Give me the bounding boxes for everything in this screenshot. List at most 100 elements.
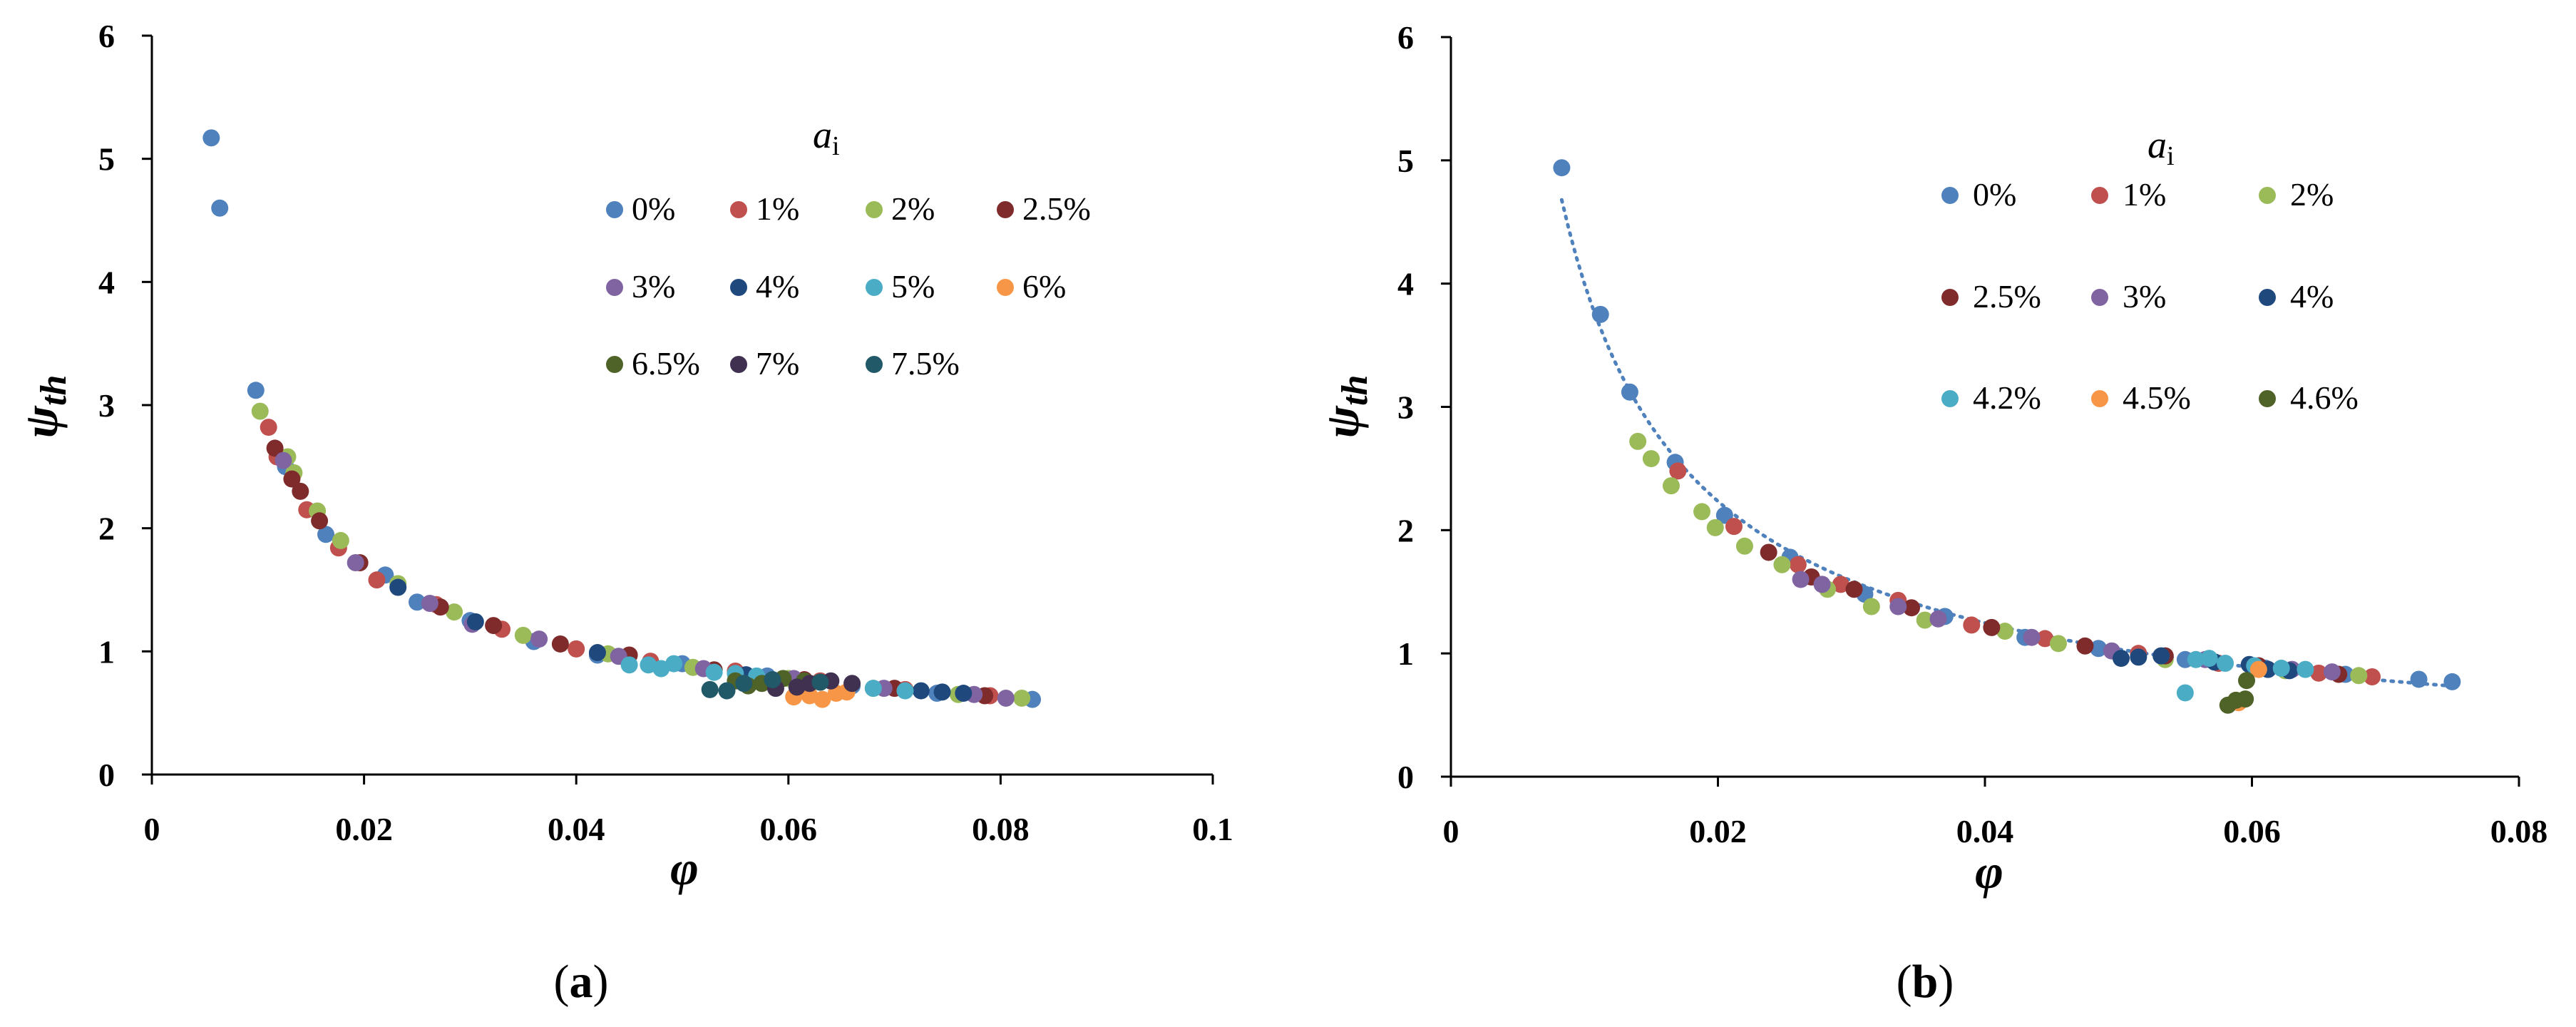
- x-tick-label: 0.06: [2223, 813, 2281, 849]
- data-point: [266, 439, 284, 457]
- data-point: [2350, 667, 2368, 685]
- data-point: [1792, 571, 1810, 588]
- data-point: [1862, 598, 1880, 615]
- x-tick-label: 0.06: [760, 811, 818, 847]
- data-point: [2049, 635, 2067, 653]
- data-point: [1591, 305, 1609, 323]
- y-tick-label: 1: [1397, 635, 1414, 672]
- data-point: [2152, 647, 2170, 665]
- y-ticks: 0 1 2 3 4 5 6: [1397, 19, 1451, 795]
- data-point: [530, 630, 548, 648]
- data-point: [588, 644, 606, 662]
- y-tick-label: 1: [98, 633, 115, 670]
- panel-label-b: (b): [1897, 956, 1954, 1008]
- x-tick-label: 0.08: [972, 811, 1030, 847]
- data-point: [2112, 650, 2130, 668]
- data-point: [1693, 503, 1711, 521]
- y-tick-label: 3: [98, 387, 115, 424]
- x-ticks: 0 0.02 0.04 0.06 0.08 0.1: [144, 775, 1233, 847]
- y-tick-label: 6: [1397, 19, 1414, 56]
- data-point: [1735, 537, 1753, 555]
- legend-label: 4%: [2290, 278, 2334, 315]
- y-tick-label: 6: [98, 18, 115, 54]
- data-point: [2272, 659, 2290, 677]
- data-point: [1725, 518, 1743, 536]
- data-point: [1662, 477, 1680, 495]
- legend-label: 3%: [632, 268, 675, 305]
- data-point: [955, 685, 973, 702]
- y-tick-label: 2: [1397, 512, 1414, 548]
- data-point: [718, 682, 736, 700]
- data-point: [389, 578, 407, 596]
- data-point: [665, 655, 683, 673]
- legend-label: 2.5%: [1973, 278, 2041, 315]
- data-point: [1903, 599, 1921, 617]
- data-point: [466, 613, 484, 630]
- data-point: [1983, 618, 2001, 636]
- data-point: [2410, 670, 2428, 688]
- panel-label-a: (a): [554, 956, 609, 1008]
- data-point: [1813, 576, 1831, 593]
- legend-label: 2%: [2290, 176, 2334, 213]
- y-tick-label: 3: [1397, 389, 1414, 426]
- x-tick-label: 0.04: [548, 811, 605, 847]
- legend-label: 6%: [1022, 268, 1066, 305]
- data-point: [2090, 640, 2108, 658]
- data-point: [735, 675, 753, 693]
- legend-label: 2%: [891, 190, 935, 227]
- legend-marker: [997, 279, 1014, 296]
- legend: ai 0% 1% 2% 2.5% 3% 4% 5% 6% 6.5% 7% 7.5%: [606, 113, 1091, 382]
- scatter-points: [202, 129, 1042, 708]
- data-point: [814, 690, 831, 708]
- data-point: [2297, 660, 2314, 678]
- legend-marker: [2259, 187, 2276, 204]
- legend-label: 5%: [891, 268, 935, 305]
- data-point: [202, 129, 220, 147]
- data-point: [551, 635, 569, 653]
- x-tick-label: 0.08: [2490, 813, 2548, 849]
- data-point: [1916, 611, 1934, 629]
- legend-label: 7.5%: [891, 345, 960, 382]
- data-point: [211, 199, 229, 217]
- y-tick-label: 4: [98, 264, 115, 300]
- legend-title: ai: [2147, 123, 2175, 171]
- data-point: [2443, 673, 2461, 690]
- data-point: [1621, 383, 1638, 401]
- y-tick-label: 2: [98, 511, 115, 547]
- data-point: [2238, 672, 2256, 690]
- data-point: [1773, 556, 1791, 573]
- data-point: [764, 671, 781, 689]
- data-point: [2187, 650, 2205, 668]
- data-point: [1760, 543, 1777, 561]
- y-tick-label: 5: [98, 141, 115, 178]
- data-point: [2323, 663, 2341, 681]
- data-point: [912, 682, 930, 700]
- data-point: [311, 512, 329, 530]
- data-point: [1832, 576, 1849, 593]
- scatter-points: [1553, 159, 2461, 714]
- data-point: [2076, 637, 2094, 655]
- data-point: [2200, 650, 2218, 668]
- x-tick-label: 0: [1443, 813, 1459, 849]
- legend-marker: [866, 356, 883, 373]
- data-point: [421, 594, 438, 612]
- legend-label: 4.6%: [2290, 379, 2359, 416]
- data-point: [283, 470, 301, 488]
- legend-label: 7%: [756, 345, 799, 382]
- data-point: [2130, 648, 2147, 666]
- legend-label: 0%: [1973, 176, 2016, 213]
- legend-marker: [606, 279, 623, 296]
- legend-marker: [2091, 390, 2108, 407]
- x-axis-label: φ: [1975, 844, 2003, 899]
- legend-marker: [1941, 187, 1959, 204]
- legend-label: 4.5%: [2123, 379, 2191, 416]
- legend-label: 4.2%: [1973, 379, 2041, 416]
- legend-marker: [2259, 390, 2276, 407]
- data-point: [997, 689, 1015, 707]
- legend-marker: [606, 201, 623, 218]
- data-point: [247, 382, 265, 399]
- data-point: [811, 673, 829, 691]
- data-point: [292, 482, 309, 500]
- legend-marker: [1941, 289, 1959, 306]
